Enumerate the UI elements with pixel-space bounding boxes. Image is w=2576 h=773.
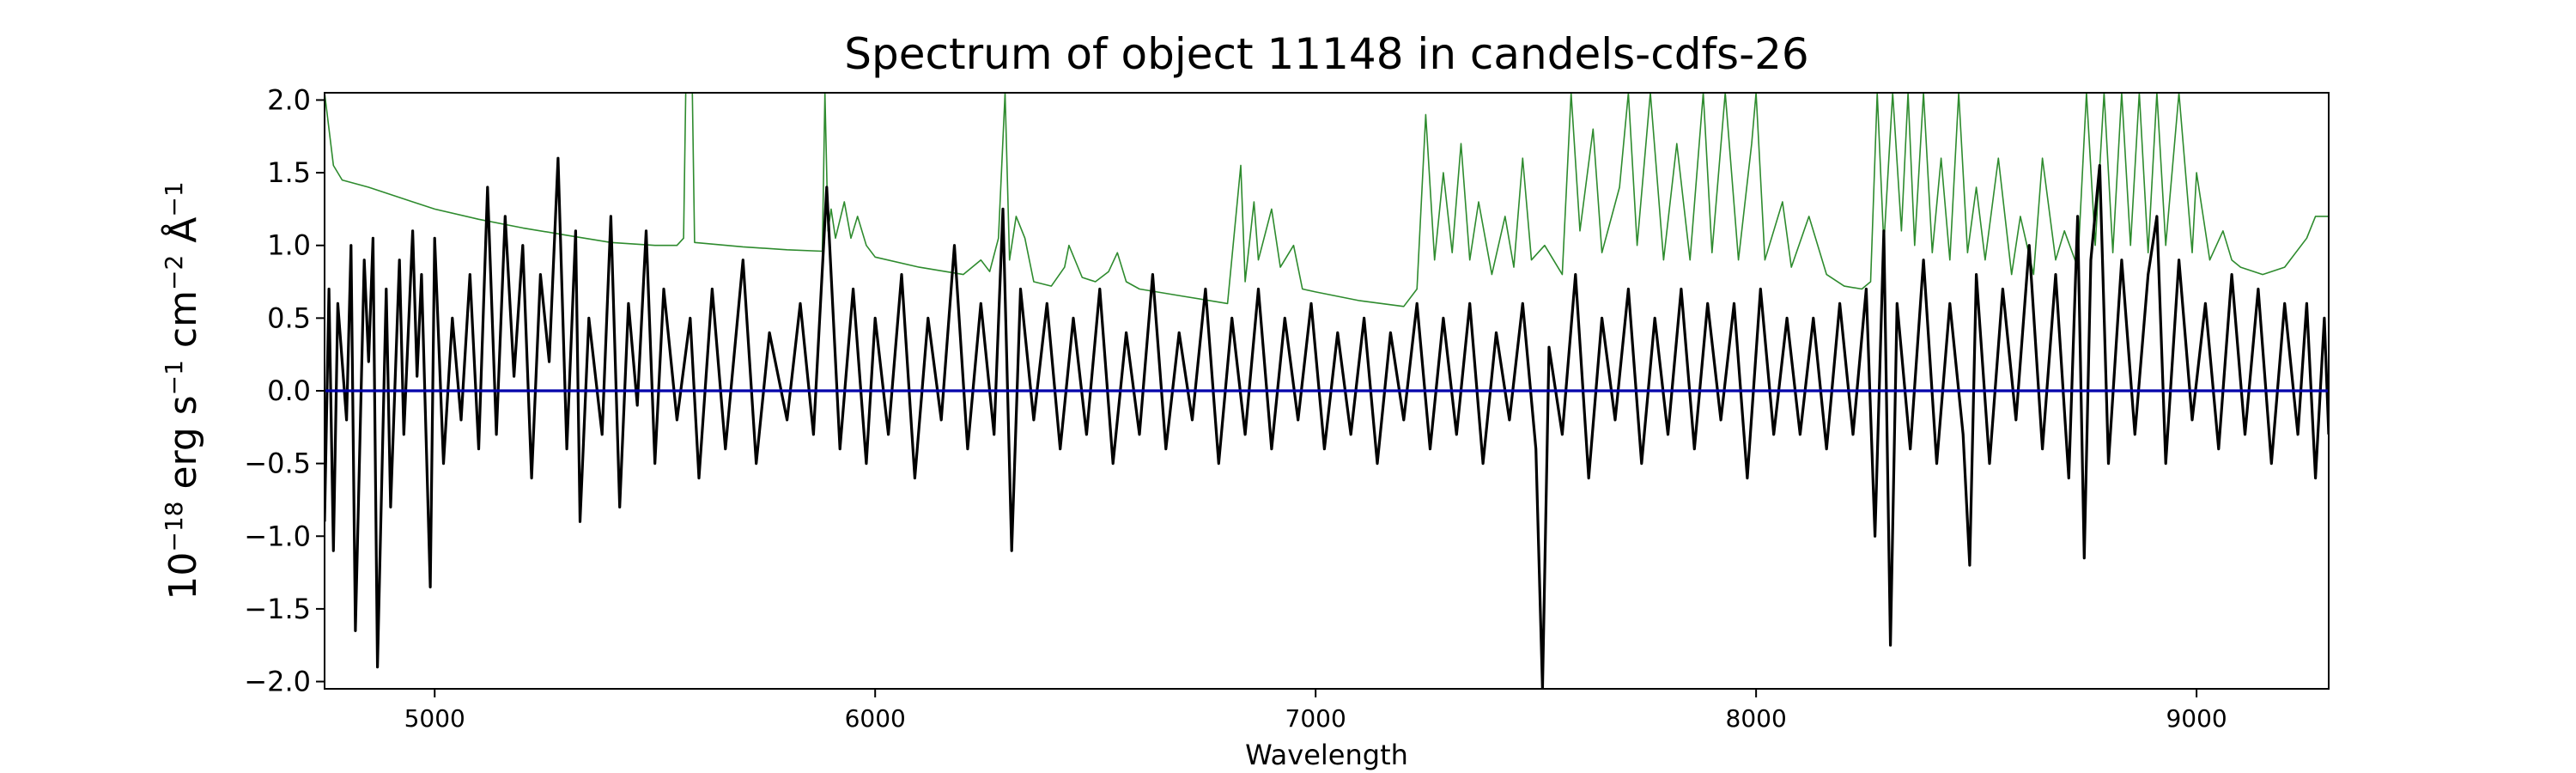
series-line-error	[325, 93, 2329, 307]
y-tick-label: 0.5	[267, 301, 311, 334]
y-tick-label: −0.5	[244, 447, 311, 480]
y-axis-label: 10−18 erg s−1 cm−2 Å−1	[160, 181, 205, 600]
y-tick-label: 1.5	[267, 156, 311, 189]
y-tick-label: 1.0	[267, 229, 311, 262]
series-layer	[325, 93, 2329, 689]
y-tick-label: −1.5	[244, 593, 311, 625]
series-line-flux	[325, 156, 2329, 689]
y-tick-label: 0.0	[267, 374, 311, 407]
y-axis: −2.0 −1.5 −1.0 −0.5 0.0 0.5 1.0 1.5 2.0	[244, 83, 325, 698]
y-tick-label: −2.0	[244, 666, 311, 698]
y-tick-label: 2.0	[267, 83, 311, 116]
y-tick-label: −1.0	[244, 520, 311, 552]
chart-title: Spectrum of object 11148 in candels-cdfs…	[844, 29, 1809, 79]
x-axis-label: Wavelength	[1245, 739, 1408, 771]
x-axis: 5000 6000 7000 8000 9000	[404, 689, 2227, 733]
x-tick-label: 7000	[1285, 704, 1346, 733]
x-tick-label: 6000	[845, 704, 906, 733]
x-tick-label: 5000	[404, 704, 465, 733]
x-tick-label: 9000	[2166, 704, 2227, 733]
x-tick-label: 8000	[1726, 704, 1787, 733]
